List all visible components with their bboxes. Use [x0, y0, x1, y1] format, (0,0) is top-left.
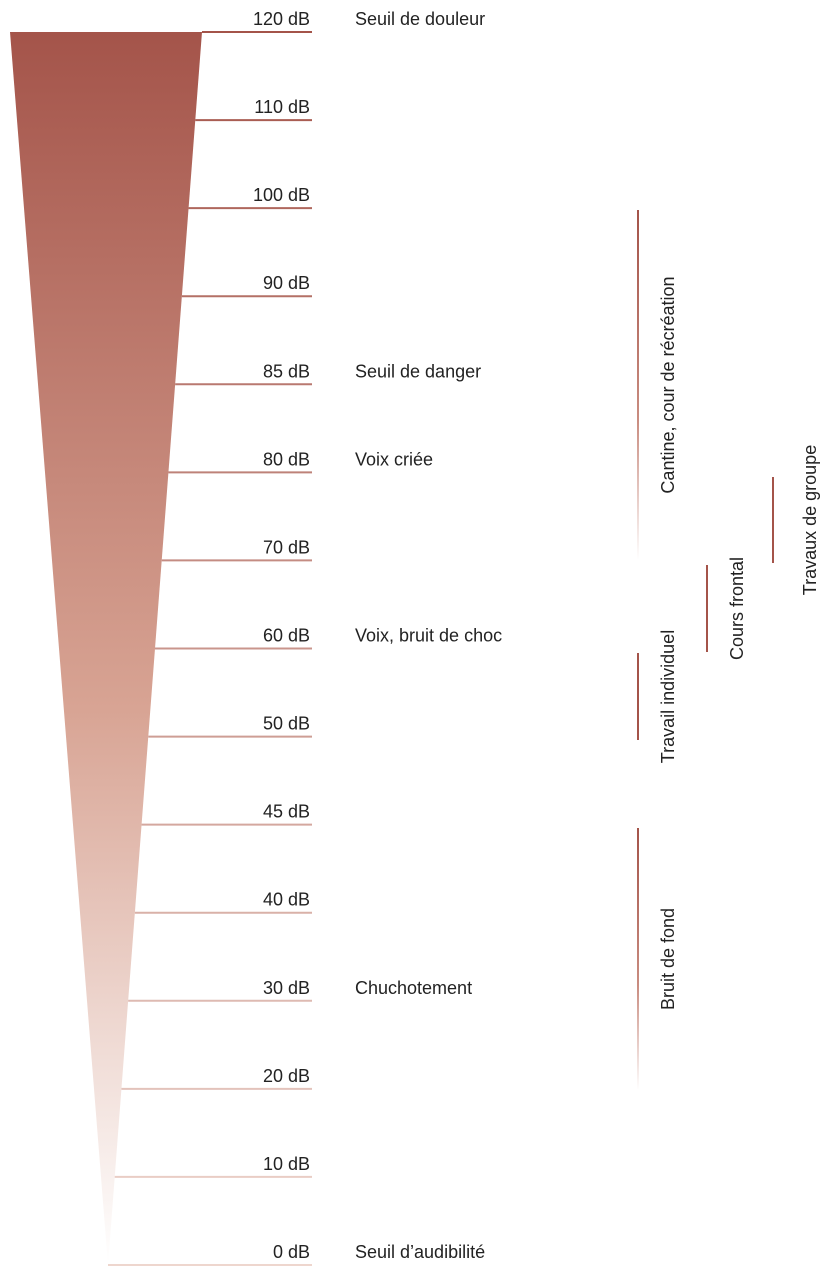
level-label: 40 dB	[263, 890, 310, 910]
range-bar	[637, 653, 639, 740]
level-label: 45 dB	[263, 802, 310, 822]
range-label: Cantine, cour de récréation	[658, 276, 678, 493]
level-label: 70 dB	[263, 537, 310, 557]
level-note: Seuil de danger	[355, 361, 481, 381]
range-label: Bruit de fond	[658, 908, 678, 1010]
level-note: Chuchotement	[355, 978, 472, 998]
level-label: 85 dB	[263, 361, 310, 381]
range-bar	[637, 828, 639, 1090]
range-bar	[772, 477, 774, 563]
level-note: Seuil de douleur	[355, 9, 485, 29]
level-note: Voix, bruit de choc	[355, 626, 502, 646]
level-label: 100 dB	[253, 185, 310, 205]
loudness-triangle	[10, 32, 202, 1265]
level-label: 60 dB	[263, 626, 310, 646]
level-label: 110 dB	[254, 97, 310, 117]
level-label: 50 dB	[263, 714, 310, 734]
range-label: Travail individuel	[658, 630, 678, 763]
level-label: 120 dB	[253, 9, 310, 29]
range-label: Travaux de groupe	[800, 445, 820, 595]
level-label: 10 dB	[263, 1154, 310, 1174]
level-note: Voix criée	[355, 449, 433, 469]
level-note: Seuil d’audibilité	[355, 1242, 485, 1262]
level-label: 30 dB	[263, 978, 310, 998]
level-label: 90 dB	[263, 273, 310, 293]
range-label: Cours frontal	[727, 557, 747, 660]
range-bar	[637, 210, 639, 560]
level-label: 20 dB	[263, 1066, 310, 1086]
level-label: 80 dB	[263, 449, 310, 469]
range-bar	[706, 565, 708, 652]
level-label: 0 dB	[273, 1242, 310, 1262]
